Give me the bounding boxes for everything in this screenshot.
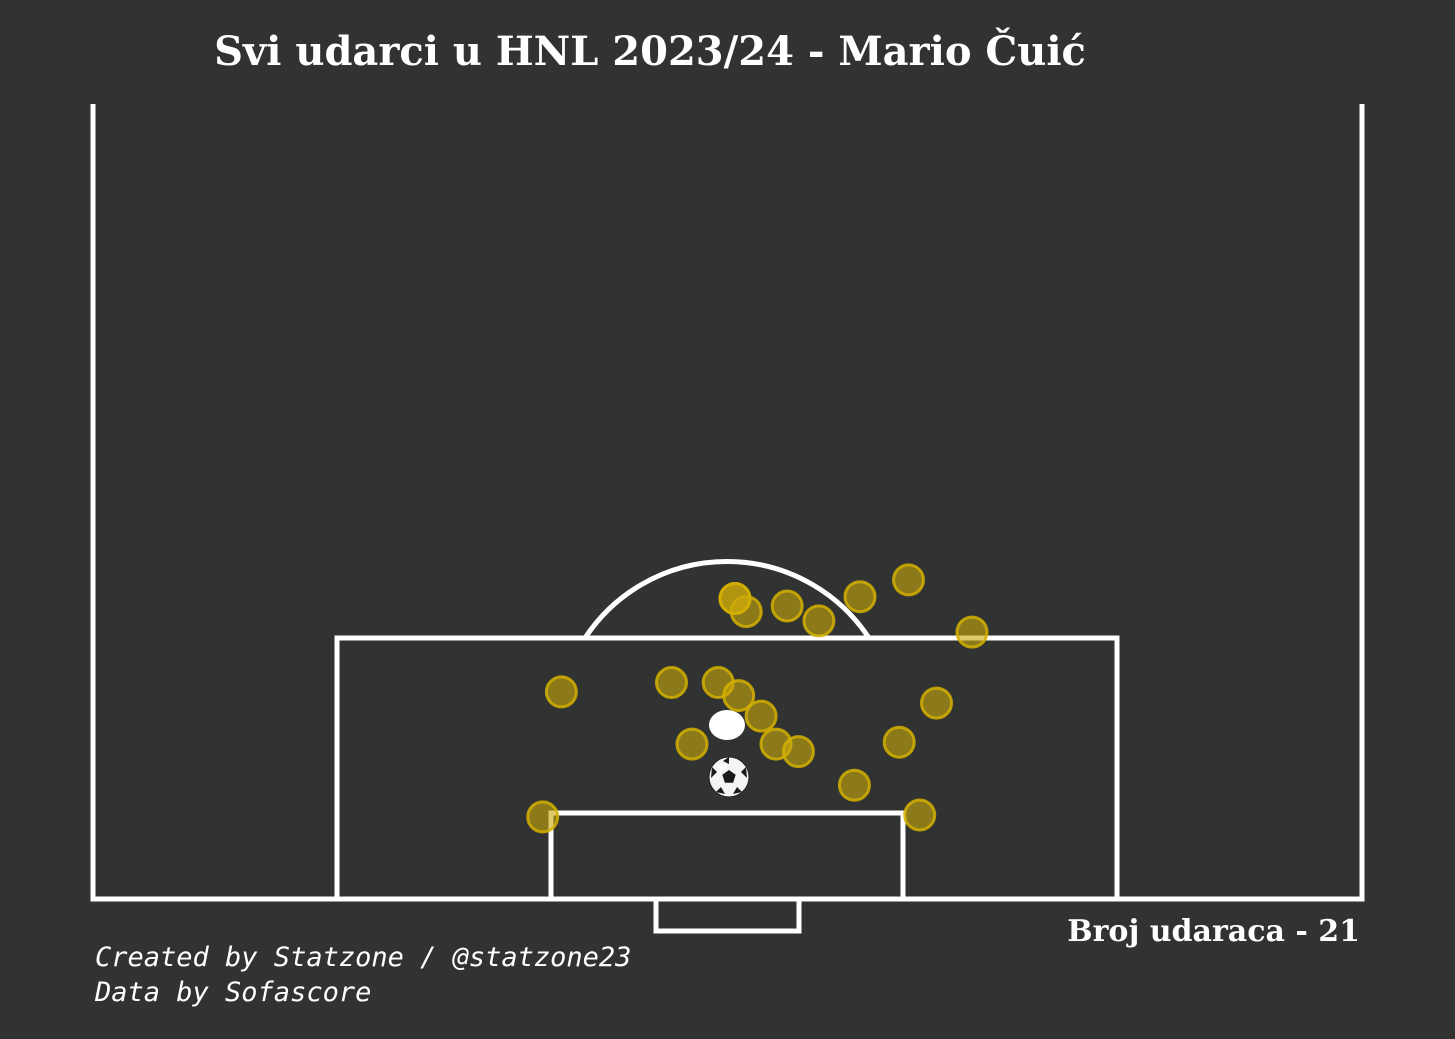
goal <box>653 896 802 934</box>
shot-marker <box>675 727 709 761</box>
shots-layer <box>526 563 989 834</box>
shot-marker <box>744 699 778 733</box>
shot-marker <box>526 800 560 834</box>
pitch-lines <box>90 104 1365 934</box>
chart-title: Svi udarci u HNL 2023/24 - Mario Čuić <box>214 28 1086 75</box>
shot-marker <box>802 604 836 638</box>
shot-marker <box>655 666 688 699</box>
shot-marker <box>837 768 871 802</box>
shot-marker <box>882 725 916 759</box>
credit-created-by: Created by Statzone / @statzone23 <box>95 942 632 973</box>
shot-marker <box>920 686 953 720</box>
shot-marker <box>770 589 804 623</box>
penalty-arc <box>582 559 872 640</box>
shot-count-label: Broj udaraca - 21 <box>1067 914 1360 949</box>
shot-marker <box>722 679 756 713</box>
penalty-spot <box>709 710 745 740</box>
credit-data-source: Data by Sofascore <box>95 977 372 1008</box>
football-icon <box>708 756 750 798</box>
shot-marker <box>892 563 925 597</box>
shot-marker <box>843 580 877 614</box>
shot-marker <box>718 582 752 615</box>
shot-marker <box>903 798 937 832</box>
shot-marker <box>781 735 815 769</box>
six-yard-box <box>548 810 906 902</box>
shot-marker <box>544 675 578 709</box>
shot-marker <box>955 615 989 649</box>
